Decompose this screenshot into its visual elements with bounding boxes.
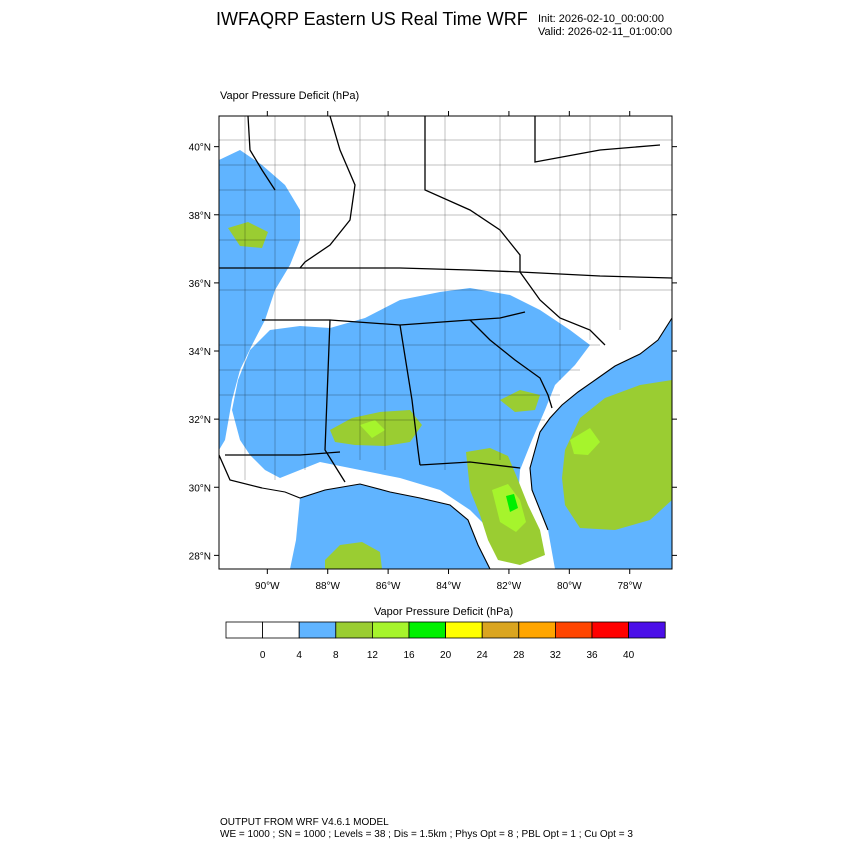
colorbar-level-label: 0 [260,650,266,661]
colorbar-level-label: 28 [513,650,525,661]
footer-line-1: OUTPUT FROM WRF V4.6.1 MODEL [220,817,389,828]
lon-tick-label: 80°W [557,581,582,592]
vpd-8-12-atlantic [562,380,672,530]
plot-title: IWFAQRP Eastern US Real Time WRF [216,9,528,29]
colorbar-title: Vapor Pressure Deficit (hPa) [374,606,514,618]
colorbar-swatch [225,621,263,639]
vpd-8-12-gulf [325,542,382,569]
colorbar-swatch [262,621,300,639]
colorbar-swatch [481,621,520,639]
lat-tick-label: 28°N [189,551,211,562]
colorbar-swatch [408,621,446,639]
vpd-8-12-kentucky [228,222,268,248]
lat-tick-label: 36°N [189,279,211,290]
map-frame [218,115,673,570]
lon-tick-label: 88°W [315,581,340,592]
colorbar-level-label: 20 [440,650,452,661]
colorbar-level-label: 36 [586,650,598,661]
colorbar: 0 4 8 12 16 20 24 28 32 36 40 [225,621,666,661]
colorbar-level-label: 24 [477,650,489,661]
county-boundaries [219,116,672,480]
map-area [219,116,672,569]
colorbar-swatch [628,621,666,639]
colorbar-swatch [371,621,410,639]
lat-tick-label: 40°N [189,143,211,154]
model-footer: OUTPUT FROM WRF V4.6.1 MODEL WE = 1000 ;… [220,817,633,841]
coastlines [261,317,672,569]
colorbar-swatch [555,621,593,639]
colorbar-level-label: 4 [296,650,302,661]
lat-tick-label: 30°N [189,483,211,494]
colorbar-level-label: 16 [403,650,415,661]
colorbar-swatch [518,621,556,639]
colorbar-swatch [445,621,483,639]
footer-line-2: WE = 1000 ; SN = 1000 ; Levels = 38 ; Di… [220,829,633,840]
vpd-12-16-alabama [360,420,385,438]
colorbar-swatch [298,621,337,639]
vpd-12-16-atlantic [570,428,600,455]
vpd-map: 40°N 38°N 36°N 34°N 32°N 30°N 28°N 90°W 88°W 86°… [189,111,677,661]
lon-tick-label: 90°W [255,581,280,592]
colorbar-level-label: 12 [367,650,379,661]
colorbar-level-label: 40 [623,650,635,661]
lat-tick-label: 34°N [189,347,211,358]
run-times: Init: 2026-02-10_00:00:00 Valid: 2026-02… [538,13,672,39]
colorbar-swatch [335,621,373,639]
lon-tick-label: 86°W [376,581,401,592]
field-label: Vapor Pressure Deficit (hPa) [220,90,360,102]
colorbar-swatch [591,621,629,639]
vpd-8-12-georgia [500,390,540,412]
state-boundaries [219,116,672,489]
latitude-axis: 40°N 38°N 36°N 34°N 32°N 30°N 28°N [189,143,677,562]
longitude-axis: 90°W 88°W 86°W 84°W 82°W 80°W 78°W [255,111,643,592]
lon-tick-label: 78°W [617,581,642,592]
init-time: Init: 2026-02-10_00:00:00 [538,13,664,25]
lon-tick-label: 84°W [436,581,461,592]
colorbar-level-label: 8 [333,650,339,661]
lon-tick-label: 82°W [497,581,522,592]
lat-tick-label: 32°N [189,415,211,426]
vpd-16-20-florida [506,494,518,512]
colorbar-level-label: 32 [550,650,562,661]
lat-tick-label: 38°N [189,211,211,222]
valid-time: Valid: 2026-02-11_01:00:00 [538,26,673,38]
